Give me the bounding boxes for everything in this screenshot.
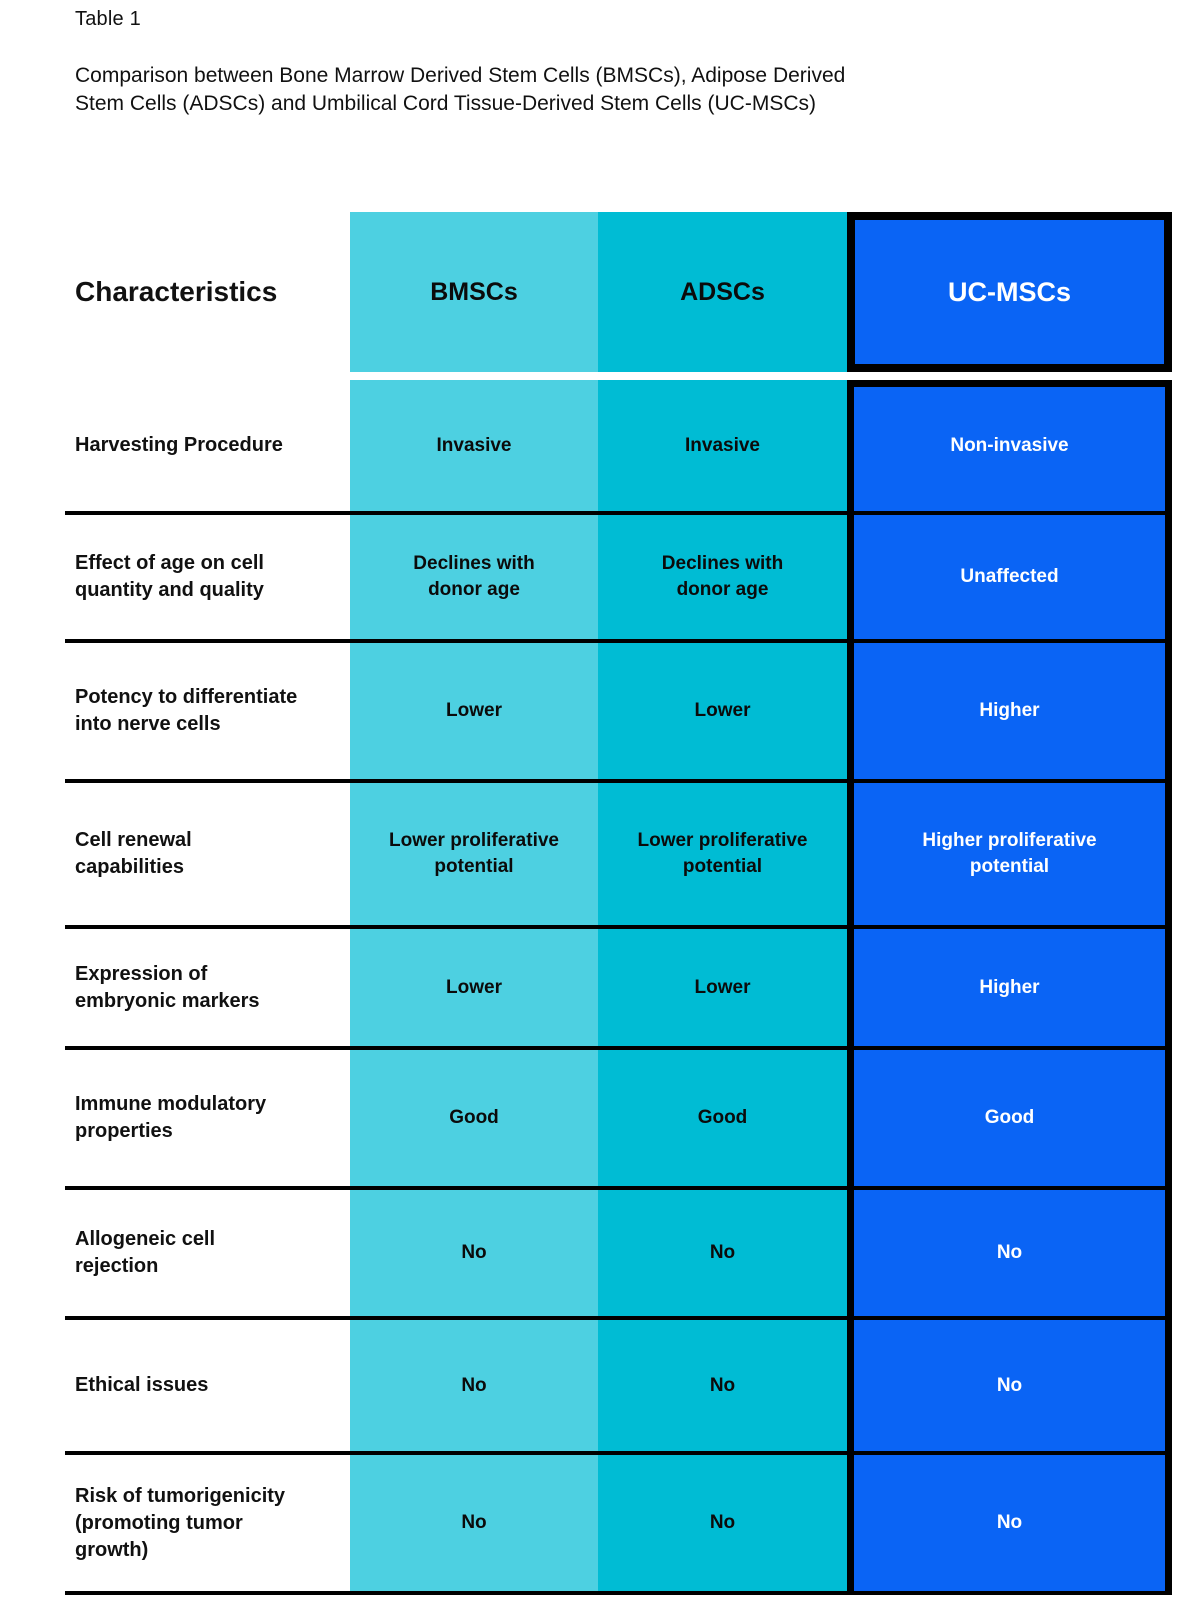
row-label: Expression of embryonic markers bbox=[65, 929, 350, 1046]
ucmsc-cell: Unaffected bbox=[847, 515, 1172, 639]
adsc-cell: Good bbox=[598, 1050, 847, 1186]
table-body: Harvesting Procedure Invasive Invasive N… bbox=[65, 380, 1172, 1595]
ucmsc-cell: No bbox=[847, 1190, 1172, 1316]
header-gap bbox=[65, 372, 1172, 380]
bmsc-cell: Declines with donor age bbox=[350, 515, 598, 639]
row-label: Immune modulatory properties bbox=[65, 1050, 350, 1186]
row-label: Potency to differentiate into nerve cell… bbox=[65, 643, 350, 779]
bmsc-cell: Invasive bbox=[350, 380, 598, 511]
table-label: Table 1 bbox=[75, 8, 141, 30]
column-header-bmsc: BMSCs bbox=[350, 212, 598, 372]
table-row: Risk of tumorigenicity (promoting tumor … bbox=[65, 1455, 1172, 1595]
row-label: Allogeneic cell rejection bbox=[65, 1190, 350, 1316]
column-header-adsc: ADSCs bbox=[598, 212, 847, 372]
table-row: Allogeneic cell rejection No No No bbox=[65, 1190, 1172, 1320]
bmsc-cell: Lower bbox=[350, 643, 598, 779]
ucmsc-cell: Good bbox=[847, 1050, 1172, 1186]
ucmsc-cell: Non-invasive bbox=[847, 380, 1172, 511]
row-label: Ethical issues bbox=[65, 1320, 350, 1451]
adsc-cell: No bbox=[598, 1320, 847, 1451]
ucmsc-cell: No bbox=[847, 1320, 1172, 1451]
ucmsc-cell: Higher bbox=[847, 643, 1172, 779]
table-row: Cell renewal capabilities Lower prolifer… bbox=[65, 783, 1172, 929]
bmsc-cell: No bbox=[350, 1455, 598, 1591]
bmsc-cell: No bbox=[350, 1190, 598, 1316]
header-row: Characteristics BMSCs ADSCs UC-MSCs bbox=[65, 212, 1172, 372]
table-row: Immune modulatory properties Good Good G… bbox=[65, 1050, 1172, 1190]
table-row: Ethical issues No No No bbox=[65, 1320, 1172, 1455]
table-row: Harvesting Procedure Invasive Invasive N… bbox=[65, 380, 1172, 515]
ucmsc-cell: No bbox=[847, 1455, 1172, 1591]
adsc-cell: Declines with donor age bbox=[598, 515, 847, 639]
bmsc-cell: Lower proliferative potential bbox=[350, 783, 598, 925]
table-caption: Comparison between Bone Marrow Derived S… bbox=[75, 64, 846, 115]
row-label: Risk of tumorigenicity (promoting tumor … bbox=[65, 1455, 350, 1591]
table-row: Potency to differentiate into nerve cell… bbox=[65, 643, 1172, 783]
bmsc-cell: Good bbox=[350, 1050, 598, 1186]
ucmsc-cell: Higher bbox=[847, 929, 1172, 1046]
characteristics-header: Characteristics bbox=[65, 212, 350, 372]
adsc-cell: Lower bbox=[598, 643, 847, 779]
table-row: Expression of embryonic markers Lower Lo… bbox=[65, 929, 1172, 1050]
row-label: Harvesting Procedure bbox=[65, 380, 350, 511]
bmsc-cell: No bbox=[350, 1320, 598, 1451]
column-header-ucmsc: UC-MSCs bbox=[847, 212, 1172, 372]
table-row: Effect of age on cell quantity and quali… bbox=[65, 515, 1172, 643]
row-label: Cell renewal capabilities bbox=[65, 783, 350, 925]
row-label: Effect of age on cell quantity and quali… bbox=[65, 515, 350, 639]
adsc-cell: No bbox=[598, 1455, 847, 1591]
ucmsc-cell: Higher proliferative potential bbox=[847, 783, 1172, 925]
adsc-cell: No bbox=[598, 1190, 847, 1316]
bmsc-cell: Lower bbox=[350, 929, 598, 1046]
adsc-cell: Lower bbox=[598, 929, 847, 1046]
adsc-cell: Invasive bbox=[598, 380, 847, 511]
adsc-cell: Lower proliferative potential bbox=[598, 783, 847, 925]
comparison-table: Characteristics BMSCs ADSCs UC-MSCs Harv… bbox=[65, 212, 1172, 1595]
